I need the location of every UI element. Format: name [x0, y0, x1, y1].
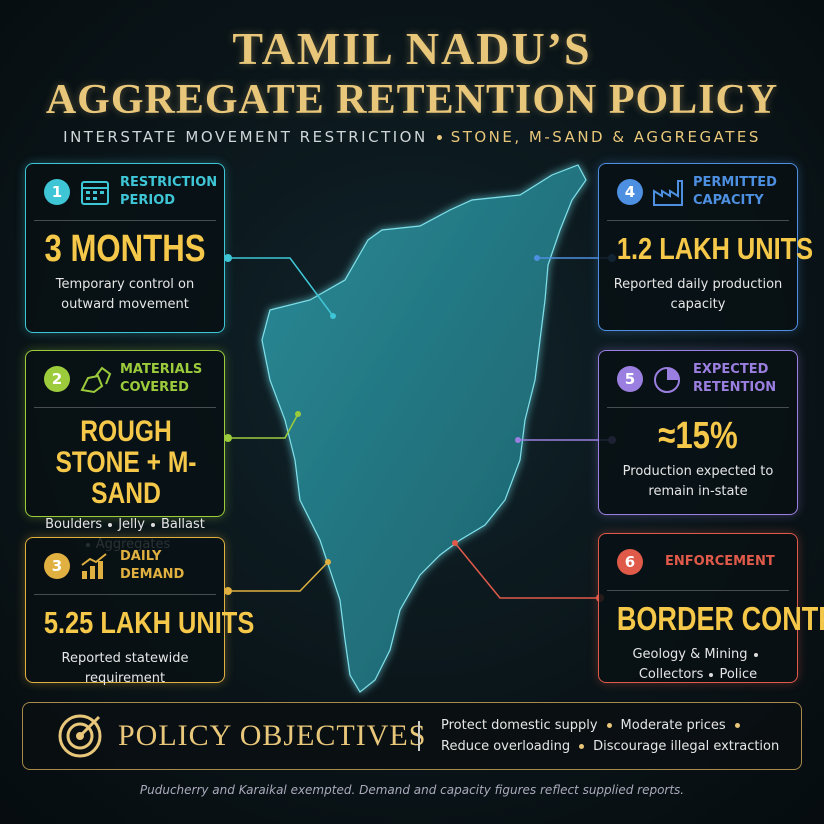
- separator: [108, 522, 113, 527]
- objective: Reduce overloading: [441, 739, 571, 754]
- separator: [150, 522, 155, 527]
- objective: Discourage illegal extraction: [593, 739, 780, 754]
- dot: [224, 254, 232, 262]
- card-header: 3 DAILY DEMAND: [34, 538, 216, 595]
- card: 1 RESTRICTION PERIOD 3 MONTHS Temporary con…: [25, 163, 225, 333]
- card-label: ENFORCEMENT: [665, 554, 775, 569]
- card-header: 2 MATERIALS COVERED: [34, 351, 216, 408]
- objectives-title: POLICY OBJECTIVES: [118, 719, 427, 752]
- card-description: Geology & Mining Collectors Police: [618, 645, 778, 685]
- dot: [224, 587, 232, 595]
- objective: Protect domestic supply: [441, 718, 598, 733]
- subtitle-part: INTERSTATE MOVEMENT RESTRICTION: [63, 128, 428, 146]
- card-value: 3 MONTHS: [44, 228, 206, 270]
- card-description: Production expected to remain in-state: [622, 464, 774, 499]
- separator: [753, 652, 758, 657]
- item: Collectors: [638, 667, 704, 682]
- card-number: 4: [617, 179, 643, 205]
- card-icon: [653, 180, 683, 206]
- card-number: 2: [44, 366, 70, 392]
- card-label: RESTRICTION PERIOD: [120, 175, 218, 208]
- objectives-bar: POLICY OBJECTIVES Protect domestic suppl…: [22, 702, 802, 770]
- card-number: 6: [617, 549, 643, 575]
- card-value: ≈15%: [658, 415, 738, 457]
- card-icon: [81, 553, 107, 579]
- card-value: BORDER CONTROL: [616, 600, 824, 637]
- dot: [452, 540, 458, 546]
- subtitle: INTERSTATE MOVEMENT RESTRICTION STONE, M-…: [0, 128, 824, 146]
- card-icon: [81, 181, 109, 205]
- separator: [436, 135, 442, 140]
- item: Geology & Mining: [632, 647, 748, 662]
- connector: [228, 413, 299, 439]
- tamil-nadu-map: [261, 164, 587, 693]
- connector: [454, 542, 600, 599]
- footer-note: Puducherry and Karaikal exempted. Demand…: [139, 783, 685, 797]
- dot: [224, 434, 232, 442]
- dot: [295, 411, 301, 417]
- objectives-list: Protect domestic supply Moderate prices Re…: [441, 715, 791, 757]
- card-value: ROUGH STONE + M-SAND: [55, 415, 197, 510]
- dot: [325, 559, 331, 565]
- card-header: 5 EXPECTED RETENTION: [607, 351, 789, 408]
- card-header: 4 PERMITTED CAPACITY: [607, 164, 789, 221]
- dot: [515, 437, 521, 443]
- card-header: 6 ENFORCEMENT: [607, 534, 789, 591]
- card-label: DAILY DEMAND: [120, 549, 185, 582]
- title: AGGREGATE RETENTION POLICY: [45, 77, 779, 123]
- card-label: PERMITTED CAPACITY: [693, 175, 777, 208]
- objective: Moderate prices: [620, 718, 726, 733]
- item: Jelly: [118, 517, 145, 532]
- card: 6 ENFORCEMENT BORDER CONTROL Geology & Mini…: [598, 533, 824, 685]
- connector: [228, 561, 329, 592]
- item: Ballast: [160, 517, 205, 532]
- divider: [418, 721, 420, 751]
- separator: [579, 744, 585, 749]
- item: Boulders: [45, 517, 103, 532]
- separator: [709, 672, 714, 677]
- card-icon: [654, 367, 680, 393]
- card-description: Reported statewide requirement: [61, 651, 189, 686]
- card-label: MATERIALS COVERED: [120, 362, 203, 395]
- dot: [534, 255, 540, 261]
- card-number: 5: [617, 366, 643, 392]
- card-description: Temporary control on outward movement: [55, 277, 195, 312]
- card-description: Reported daily production capacity: [613, 277, 783, 312]
- card-value: 5.25 LAKH UNITS: [43, 605, 255, 640]
- item: Police: [719, 667, 758, 682]
- card-value: 1.2 LAKH UNITS: [616, 231, 814, 266]
- separator: [606, 723, 612, 728]
- card: 3 DAILY DEMAND 5.25 LAKH UNITS Reported sta…: [25, 537, 255, 686]
- separator: [734, 723, 740, 728]
- card-header: 1 RESTRICTION PERIOD: [34, 164, 218, 221]
- card-label: EXPECTED RETENTION: [693, 362, 777, 395]
- card-icon: [80, 366, 112, 394]
- connector: [228, 257, 334, 317]
- card-number: 1: [44, 179, 70, 205]
- title: TAMIL NADU’S: [232, 23, 592, 74]
- card-number: 3: [44, 553, 70, 579]
- target-icon: [58, 714, 102, 758]
- card: 4 PERMITTED CAPACITY 1.2 LAKH UNITS Reporte…: [598, 163, 814, 331]
- card: 2 MATERIALS COVERED ROUGH STONE + M-SAND Bo…: [25, 350, 225, 552]
- card: 5 EXPECTED RETENTION ≈15% Production expect…: [598, 350, 798, 515]
- subtitle-part: STONE, M-SAND & AGGREGATES: [450, 128, 761, 146]
- dot: [330, 313, 336, 319]
